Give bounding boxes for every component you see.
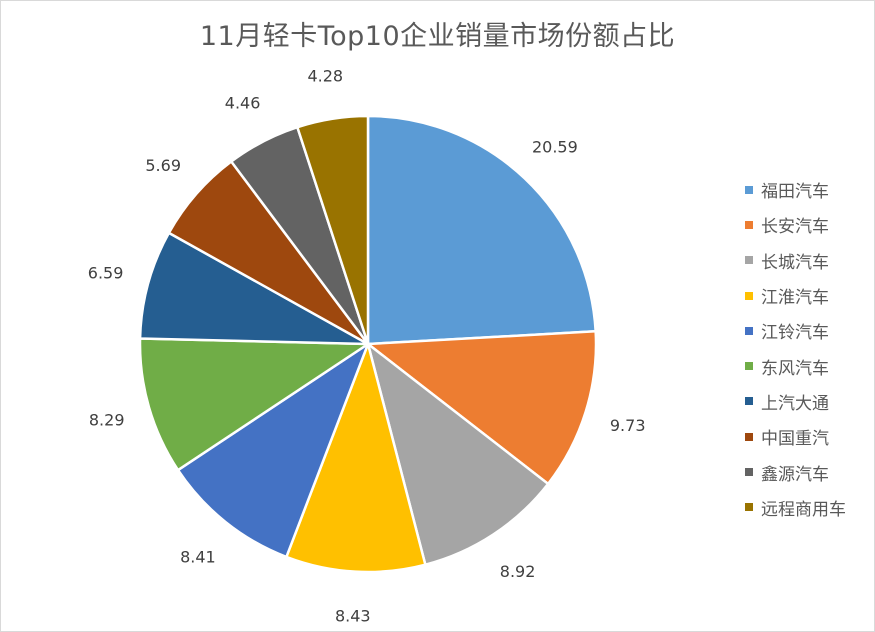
data-label-3: 8.92: [500, 562, 536, 581]
pie-slice-1: [366, 114, 597, 346]
legend-swatch-9: [745, 468, 753, 477]
legend-swatch-5: [745, 326, 753, 335]
pie-slice-4: [285, 342, 427, 574]
legend-item-9: 鑫源汽车: [745, 454, 846, 489]
data-label-7: 6.59: [88, 263, 124, 282]
data-label-4: 8.43: [335, 607, 371, 626]
data-label-8: 5.69: [145, 156, 181, 175]
legend-label-8: 中国重汽: [761, 429, 829, 450]
legend-swatch-6: [745, 362, 753, 371]
legend-item-7: 上汽大通: [745, 384, 846, 419]
legend-label-4: 江淮汽车: [761, 288, 829, 309]
data-label-9: 4.46: [225, 94, 261, 113]
legend-item-2: 长安汽车: [745, 207, 846, 242]
data-label-1: 20.59: [532, 137, 578, 156]
data-label-10: 4.28: [307, 66, 343, 85]
legend-swatch-7: [745, 397, 753, 406]
pie-slice-10: [296, 114, 370, 346]
legend-swatch-10: [745, 503, 753, 512]
legend-swatch-8: [745, 432, 753, 441]
legend-swatch-1: [745, 185, 753, 194]
pie-slice-3: [366, 342, 550, 566]
legend-item-3: 长城汽车: [745, 243, 846, 278]
legend-item-4: 江淮汽车: [745, 278, 846, 313]
pie-slice-2: [366, 330, 598, 486]
legend-label-10: 远程商用车: [761, 499, 846, 520]
legend-item-8: 中国重汽: [745, 419, 846, 454]
legend-label-5: 江铃汽车: [761, 323, 829, 344]
legend-label-3: 长城汽车: [761, 252, 829, 273]
legend-swatch-4: [745, 291, 753, 300]
pie-slice-7: [138, 231, 370, 346]
legend-item-5: 江铃汽车: [745, 313, 846, 348]
legend-label-7: 上汽大通: [761, 393, 829, 414]
legend-item-10: 远程商用车: [745, 490, 846, 525]
chart-title: 11月轻卡Top10企业销量市场份额占比: [199, 21, 676, 52]
legend-swatch-2: [745, 220, 753, 229]
legend-label-9: 鑫源汽车: [761, 464, 829, 485]
legend: 福田汽车长安汽车长城汽车江淮汽车江铃汽车东风汽车上汽大通中国重汽鑫源汽车远程商用…: [745, 172, 846, 525]
legend-swatch-3: [745, 256, 753, 265]
legend-item-1: 福田汽车: [745, 172, 846, 207]
data-label-6: 8.29: [89, 410, 125, 429]
data-label-5: 8.41: [180, 547, 216, 566]
legend-label-2: 长安汽车: [761, 217, 829, 238]
legend-label-6: 东风汽车: [761, 358, 829, 379]
data-label-2: 9.73: [610, 416, 646, 435]
pie-slice-6: [138, 337, 370, 472]
legend-item-6: 东风汽车: [745, 348, 846, 383]
legend-label-1: 福田汽车: [761, 182, 829, 203]
pie-slice-5: [176, 342, 370, 559]
